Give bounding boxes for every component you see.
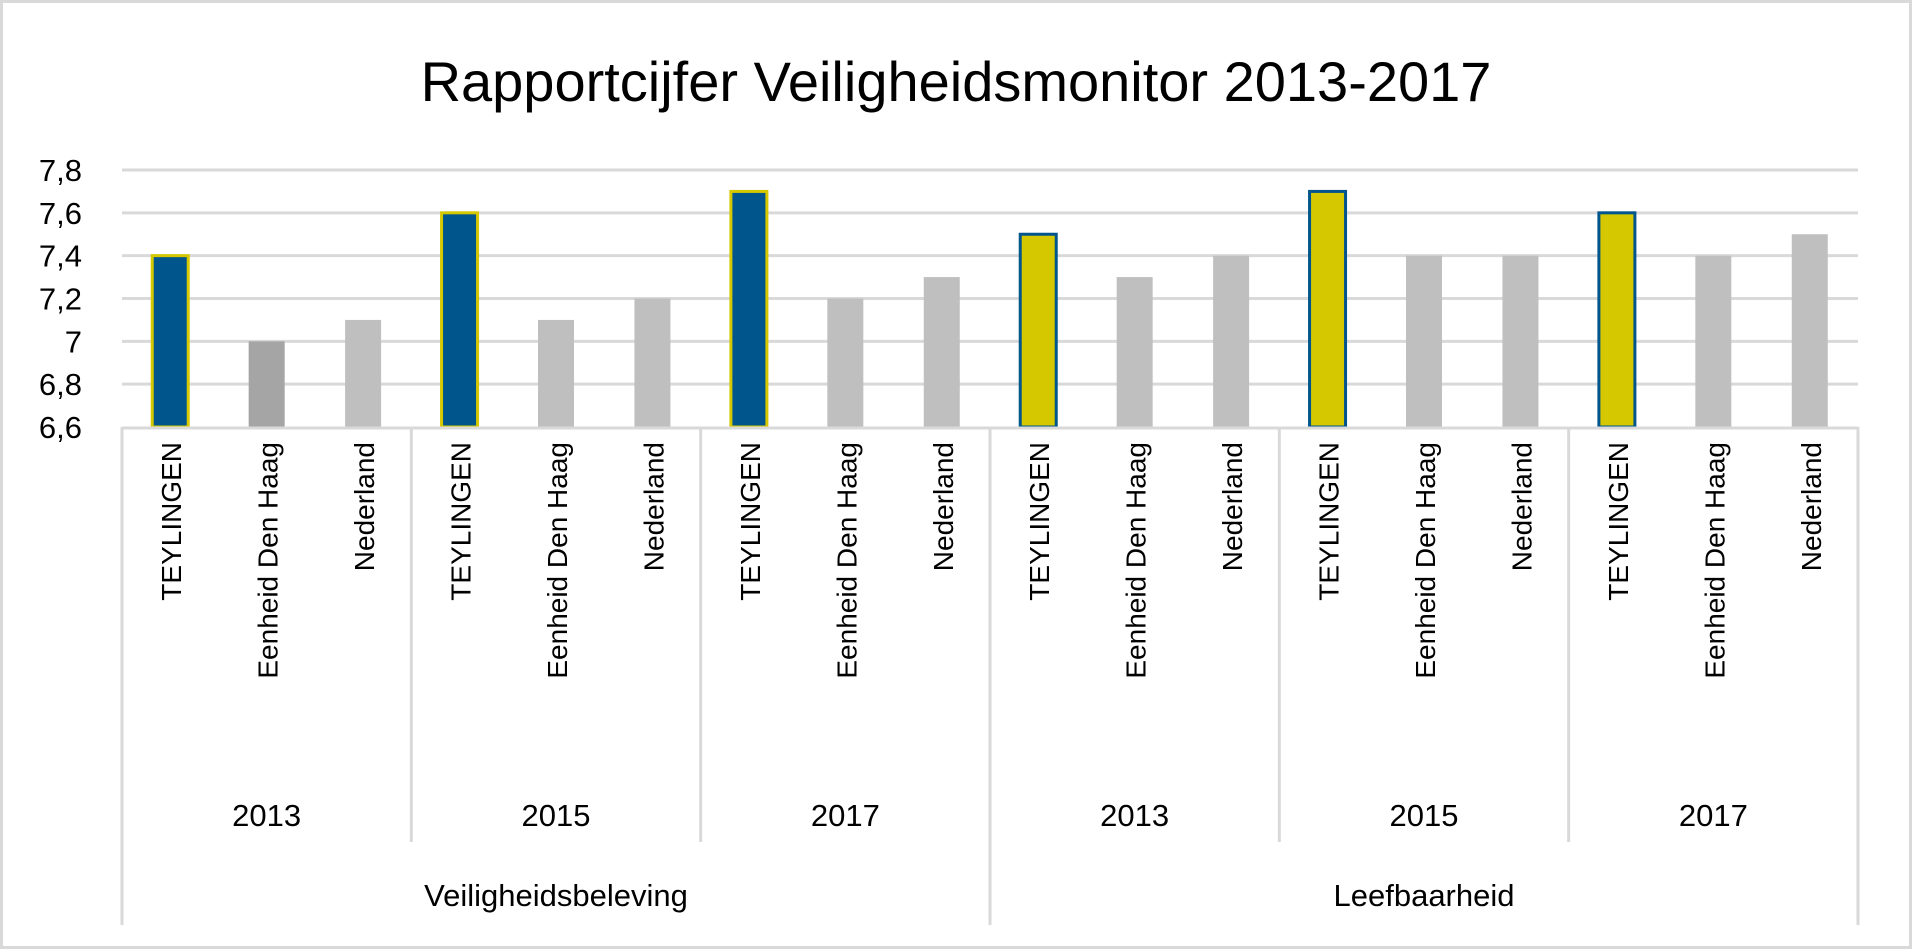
bar-eenheid-den-haag xyxy=(538,319,574,427)
x-year-label: 2013 xyxy=(1100,798,1169,833)
x-category-label: Eenheid Den Haag xyxy=(253,442,284,679)
bar-teylingen xyxy=(150,254,190,429)
bar-teylingen xyxy=(729,189,769,429)
x-category-label: TEYLINGEN xyxy=(156,442,187,601)
x-category-label: Eenheid Den Haag xyxy=(542,442,573,679)
bar-eenheid-den-haag xyxy=(827,298,864,427)
x-category-label: Nederland xyxy=(928,442,959,571)
x-group-label: Leefbaarheid xyxy=(1334,878,1515,913)
x-year-label: 2015 xyxy=(1390,798,1459,833)
x-category-label: Eenheid Den Haag xyxy=(1699,442,1730,679)
bar-eenheid-den-haag xyxy=(1695,255,1732,427)
bar-teylingen xyxy=(1597,211,1637,429)
x-year-label: 2017 xyxy=(811,798,880,833)
y-tick-label: 7,4 xyxy=(39,239,82,274)
y-tick-label: 7,8 xyxy=(39,153,82,188)
x-category-label: TEYLINGEN xyxy=(446,442,477,601)
x-category-label: Nederland xyxy=(1217,442,1248,571)
x-year-label: 2017 xyxy=(1679,798,1748,833)
y-tick-label: 6,8 xyxy=(39,367,82,402)
x-category-label: TEYLINGEN xyxy=(1314,442,1345,601)
x-category-label: Nederland xyxy=(638,442,669,571)
x-category-label: Eenheid Den Haag xyxy=(831,442,862,679)
y-tick-label: 6,6 xyxy=(39,410,82,445)
bar-eenheid-den-haag xyxy=(248,341,285,427)
bar-nederland xyxy=(634,298,671,427)
bar-teylingen xyxy=(1018,232,1058,429)
chart-title: Rapportcijfer Veiligheidsmonitor 2013-20… xyxy=(421,50,1492,113)
x-year-label: 2015 xyxy=(522,798,591,833)
x-group-label: Veiligheidsbeleving xyxy=(424,878,688,913)
bar-nederland xyxy=(923,277,960,427)
x-category-label: Nederland xyxy=(349,442,380,571)
bar-nederland xyxy=(1791,234,1828,427)
x-category-label: Nederland xyxy=(1796,442,1827,571)
y-tick-label: 7,2 xyxy=(39,282,82,317)
x-category-label: TEYLINGEN xyxy=(735,442,766,601)
x-category-label: Eenheid Den Haag xyxy=(1410,442,1441,679)
bar-teylingen xyxy=(440,211,480,429)
x-category-label: Nederland xyxy=(1506,442,1537,571)
bar-eenheid-den-haag xyxy=(1406,255,1442,427)
x-category-label: Eenheid Den Haag xyxy=(1121,442,1152,679)
bar-nederland xyxy=(1502,255,1539,427)
bar-nederland xyxy=(345,319,382,427)
bar-nederland xyxy=(1213,255,1250,427)
x-category-label: TEYLINGEN xyxy=(1024,442,1055,601)
bar-teylingen xyxy=(1308,189,1348,429)
y-tick-label: 7 xyxy=(65,324,82,359)
x-year-label: 2013 xyxy=(232,798,301,833)
y-tick-label: 7,6 xyxy=(39,196,82,231)
x-category-label: TEYLINGEN xyxy=(1603,442,1634,601)
bar-eenheid-den-haag xyxy=(1116,277,1153,427)
